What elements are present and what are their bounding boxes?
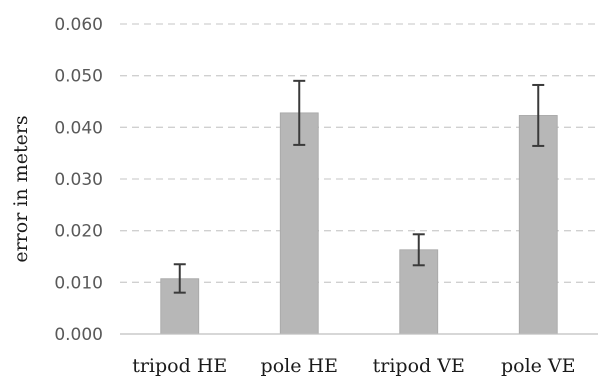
error-bars (173, 79, 545, 294)
y-tick-label: 0.010 (54, 273, 103, 293)
x-category-labels: tripod HE pole HE tripod VE pole VE (132, 355, 575, 377)
y-tick-label: 0.030 (54, 170, 103, 190)
bar (279, 112, 319, 335)
y-tick-label: 0.000 (54, 325, 103, 345)
error-bar (173, 263, 186, 294)
x-category-label: pole HE (261, 355, 338, 377)
y-tick-label: 0.040 (54, 118, 103, 138)
error-bar (412, 233, 425, 267)
x-category-label: pole VE (501, 355, 576, 377)
y-tick-label: 0.050 (54, 67, 103, 87)
gridlines (120, 23, 598, 283)
x-category-label: tripod VE (373, 355, 465, 377)
error-bar (532, 83, 545, 147)
bars (160, 112, 558, 335)
y-tick-label: 0.060 (54, 15, 103, 35)
bar (518, 115, 558, 335)
x-category-label: tripod HE (132, 355, 227, 377)
error-bar (293, 79, 306, 146)
y-tick-label: 0.020 (54, 222, 103, 242)
y-axis-title: error in meters (10, 115, 32, 262)
y-tick-labels: 0.000 0.010 0.020 0.030 0.040 0.050 0.060 (54, 15, 103, 345)
